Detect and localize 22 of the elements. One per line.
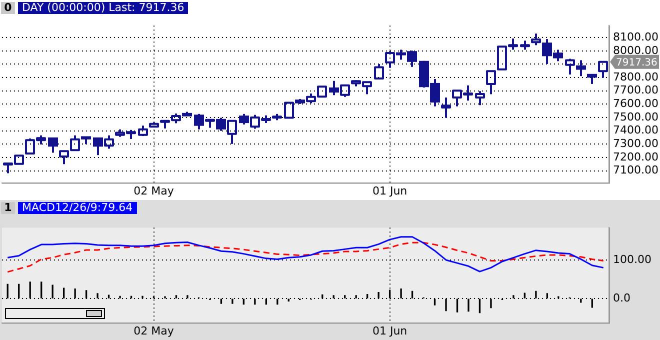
- x-tick-label: 02 May: [134, 324, 174, 338]
- y-tick-label: 7800.00: [613, 70, 658, 84]
- chart-title: DAY (00:00:00) Last: 7917.36: [18, 1, 188, 14]
- y-tick-label: 7200.00: [613, 150, 658, 164]
- text: 1: [1, 201, 15, 214]
- y-tick-label: 8000.00: [613, 44, 658, 57]
- y-tick-label: 0.0: [613, 291, 630, 304]
- text: 7917.36: [616, 58, 658, 69]
- x-tick-label: 01 Jun: [372, 184, 408, 198]
- y-tick-label: 7400.00: [613, 124, 658, 137]
- y-tick-label: 7600.00: [613, 97, 658, 110]
- text: 0: [1, 1, 15, 14]
- x-tick-label: 02 May: [134, 184, 174, 198]
- y-tick-label: 8100.00: [613, 30, 658, 44]
- line-series: [6, 242, 604, 273]
- y-tick-label: 7500.00: [613, 110, 658, 124]
- y-tick-label: 100.00: [613, 252, 652, 266]
- y-tick-label: 7300.00: [613, 137, 658, 150]
- chart-title: MACD12/26/9:79.64: [18, 201, 137, 214]
- x-tick-label: 01 Jun: [372, 324, 408, 338]
- y-tick-label: 7100.00: [613, 164, 658, 177]
- y-tick-label: 7700.00: [613, 84, 658, 97]
